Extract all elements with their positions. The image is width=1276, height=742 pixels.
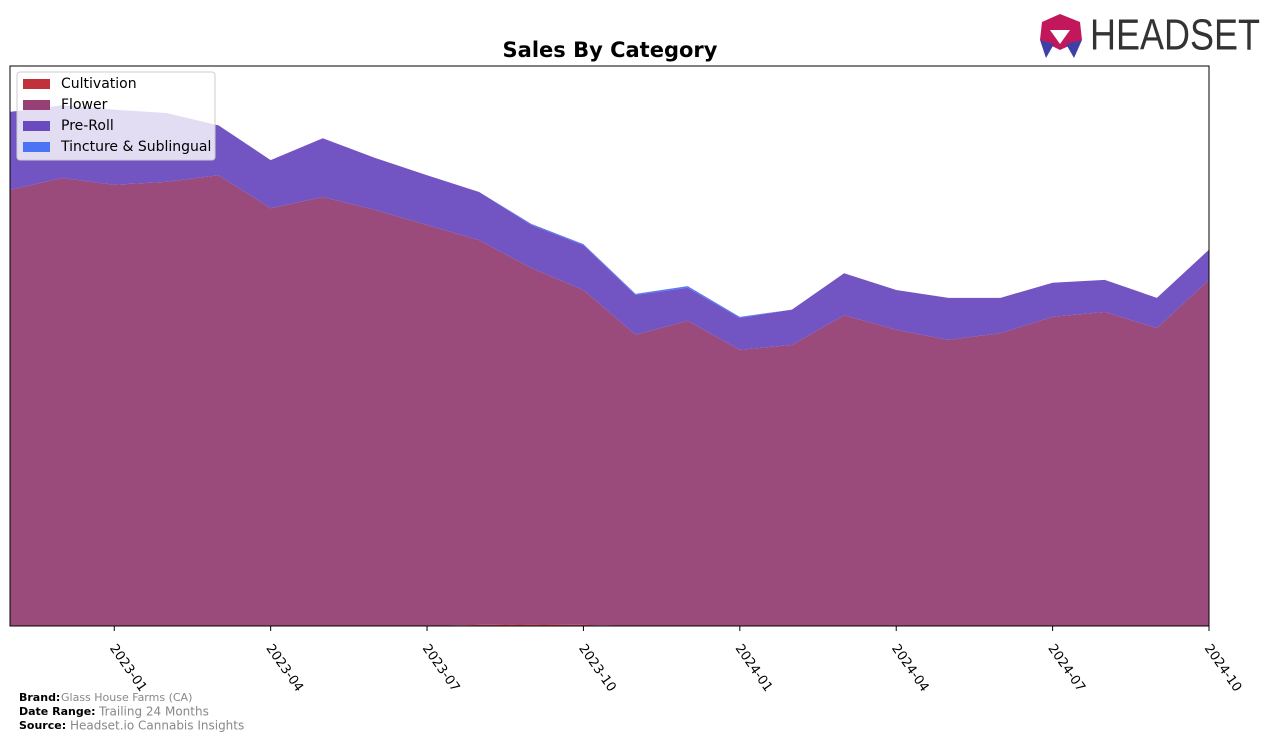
plot-area <box>10 105 1209 626</box>
footer: Brand: Glass House Farms (CA) Date Range… <box>19 691 244 733</box>
footer-label: Source: <box>19 719 66 732</box>
legend-label: Tincture & Sublingual <box>60 139 211 155</box>
x-tick-label: 2023-07 <box>419 642 462 695</box>
legend-label: Flower <box>61 97 108 113</box>
footer-label: Date Range: <box>19 705 96 718</box>
plot-frame <box>9 65 1210 627</box>
x-tick-label: 2024-10 <box>1201 642 1244 695</box>
area <box>10 175 1209 626</box>
x-tick-label: 2024-04 <box>888 642 931 695</box>
x-tick-label: 2023-10 <box>575 642 618 695</box>
legend-swatch <box>23 79 50 89</box>
footer-value: Glass House Farms (CA) <box>61 691 192 704</box>
logo-text: HEADSET <box>1090 11 1260 60</box>
area <box>10 105 1209 350</box>
legend-box <box>16 71 216 161</box>
logo-icon-cut <box>1050 30 1070 44</box>
legend-swatch <box>23 142 50 152</box>
x-tick-label: 2023-04 <box>263 642 306 695</box>
logo-icon-part <box>1066 40 1082 58</box>
logo: HEADSET <box>1040 11 1260 60</box>
legend-swatch <box>23 100 50 110</box>
x-tick-label: 2024-01 <box>732 642 775 695</box>
legend-swatch <box>23 121 50 131</box>
chart-title: Sales By Category <box>503 38 718 62</box>
legend: Cultivation Flower Pre-Roll Tincture & Subl… <box>16 71 216 161</box>
x-tick-label: 2023-01 <box>106 642 149 695</box>
footer-label: Brand: <box>19 691 60 704</box>
footer-value: Trailing 24 Months <box>98 705 209 719</box>
x-tick-label: 2024-07 <box>1044 642 1087 695</box>
logo-icon-part <box>1040 40 1054 58</box>
footer-value: Headset.io Cannabis Insights <box>70 719 244 733</box>
legend-label: Cultivation <box>61 76 137 92</box>
legend-label: Pre-Roll <box>61 118 114 134</box>
